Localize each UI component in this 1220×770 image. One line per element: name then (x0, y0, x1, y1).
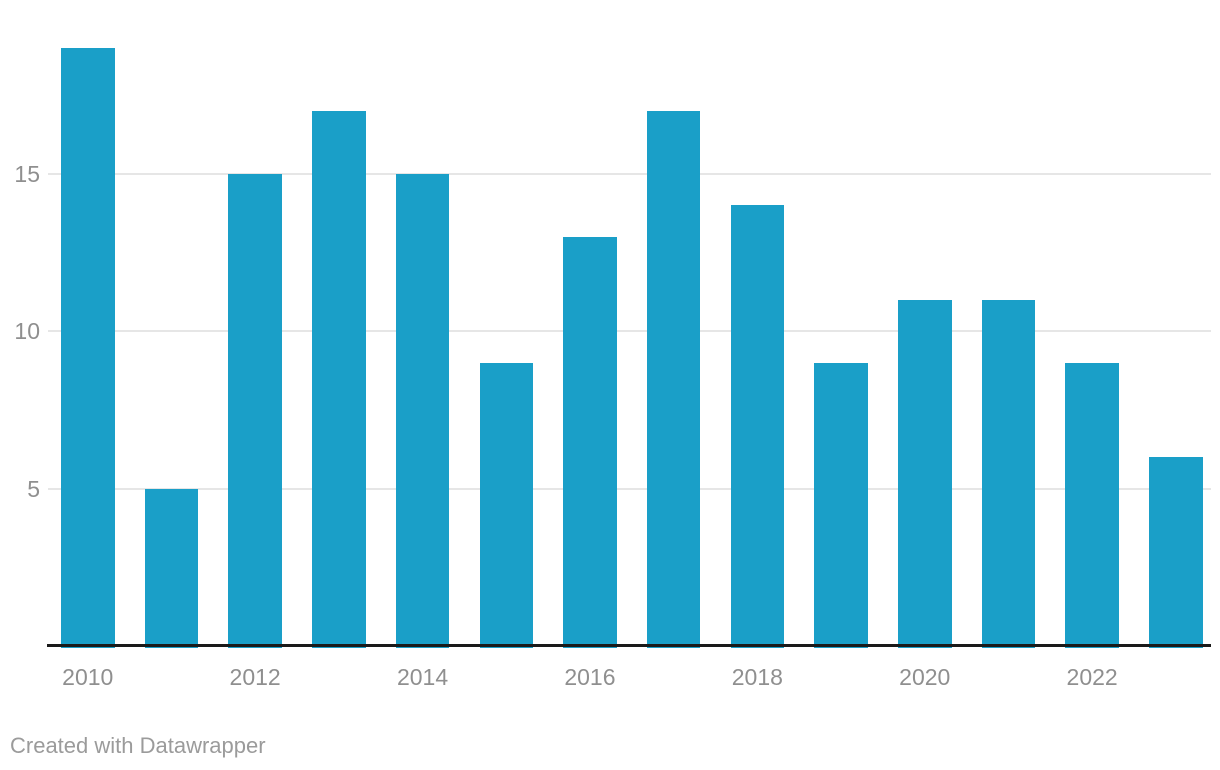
bar-2014[interactable] (395, 173, 450, 648)
gridline-15 (48, 172, 1211, 175)
attribution-link[interactable]: Created with Datawrapper (10, 733, 266, 758)
x-axis-line (47, 644, 1211, 647)
gridline-5 (48, 487, 1211, 490)
x-axis-label-2010: 2010 (62, 664, 114, 690)
bar-2017[interactable] (646, 110, 701, 648)
x-axis-label-2020: 2020 (899, 664, 951, 690)
x-axis-label-2018: 2018 (731, 664, 783, 690)
bar-2015[interactable] (479, 362, 533, 648)
y-axis-label-5: 5 (27, 475, 40, 502)
x-axis-label-2022: 2022 (1066, 664, 1118, 690)
bar-2022[interactable] (1065, 362, 1119, 648)
y-axis-label-10: 10 (14, 318, 40, 344)
bar-2023[interactable] (1149, 457, 1203, 648)
gridline-10 (48, 330, 1211, 332)
bar-2021[interactable] (981, 299, 1036, 648)
x-axis-label-2012: 2012 (229, 664, 281, 690)
bar-2013[interactable] (312, 110, 366, 648)
bar-2011[interactable] (144, 488, 199, 648)
bar-2010[interactable] (61, 47, 115, 648)
bar-2019[interactable] (814, 362, 868, 648)
bar-2016[interactable] (563, 236, 617, 648)
bar-2020[interactable] (898, 299, 952, 648)
bar-2012[interactable] (228, 173, 282, 648)
x-axis-label-2016: 2016 (564, 664, 616, 690)
x-axis-label-2014: 2014 (396, 664, 449, 690)
y-axis-label-15: 15 (14, 160, 40, 187)
bar-2018[interactable] (730, 205, 785, 648)
